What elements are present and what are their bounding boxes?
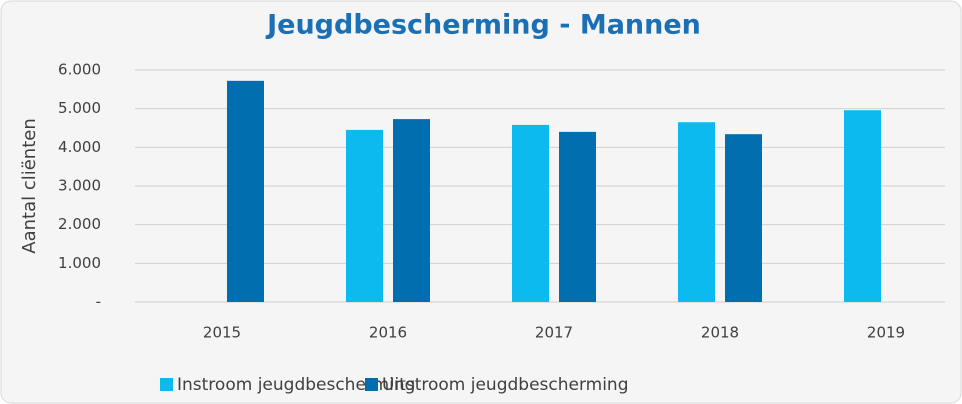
- x-tick-label: 2018: [701, 324, 739, 342]
- x-tick-label: 2015: [203, 324, 241, 342]
- y-tick-label: 3.000: [58, 177, 101, 195]
- bar: [227, 80, 264, 303]
- y-axis-label: Aantal cliënten: [19, 118, 40, 253]
- x-tick-label: 2019: [867, 324, 905, 342]
- chart-title: Jeugdbescherming - Mannen: [265, 10, 701, 41]
- bar: [346, 129, 383, 302]
- legend-swatch: [365, 378, 378, 391]
- y-tick-label: -: [96, 293, 101, 311]
- x-tick-label: 2017: [535, 324, 573, 342]
- bar: [512, 124, 549, 302]
- legend-swatch: [160, 378, 173, 391]
- legend-label: Instroom jeugdbescherming: [177, 375, 415, 395]
- y-tick-label: 4.000: [58, 138, 101, 156]
- bar: [393, 119, 430, 303]
- bar: [559, 131, 596, 302]
- x-tick-label: 2016: [369, 324, 407, 342]
- y-tick-label: 5.000: [58, 99, 101, 117]
- bar: [678, 122, 715, 302]
- legend-label: Uitstroom jeugdbescherming: [382, 375, 629, 395]
- y-tick-label: 6.000: [58, 61, 101, 79]
- y-tick-label: 1.000: [58, 254, 101, 272]
- bar: [844, 110, 881, 302]
- bar: [725, 134, 762, 302]
- y-tick-label: 2.000: [58, 215, 101, 233]
